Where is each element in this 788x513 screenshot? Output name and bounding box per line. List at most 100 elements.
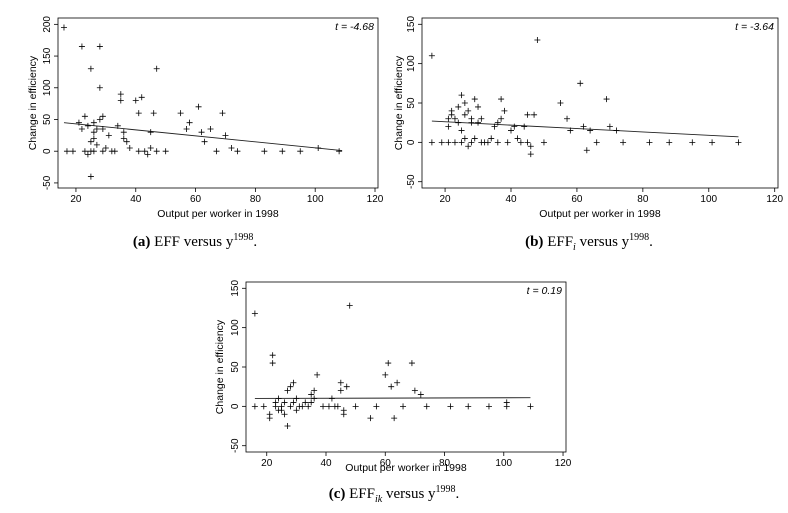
caption-b-label: (b): [525, 234, 544, 250]
chart-b-point: [438, 139, 445, 146]
chart-c-xtick-label: 120: [555, 458, 572, 469]
chart-c-point: [278, 407, 285, 414]
chart-c-point: [281, 411, 288, 418]
chart-a-point: [99, 148, 106, 155]
chart-b-point: [468, 139, 475, 146]
chart-c-point: [269, 360, 276, 367]
chart-b-point: [468, 115, 475, 122]
chart-a-point: [147, 145, 154, 152]
chart-b-xtick-label: 20: [440, 194, 452, 205]
panel-c: 20 40 60 80 100 120 -50 0 50 100 150 Output per wor…: [196, 272, 592, 513]
chart-c-point: [260, 403, 267, 410]
chart-a-point: [132, 97, 139, 104]
chart-b-point: [646, 139, 653, 146]
chart-a-ytick-label: 150: [42, 47, 53, 64]
chart-a-point: [96, 116, 103, 123]
chart-b-xtick-label: 120: [766, 194, 783, 205]
chart-a-point: [63, 148, 70, 155]
chart-c-ytick-label: 50: [230, 361, 241, 373]
chart-c-point: [343, 383, 350, 390]
caption-c: (c) EFFik versus y1998.: [196, 484, 592, 505]
chart-a-point: [222, 132, 229, 139]
chart-b-point: [458, 139, 465, 146]
chart-a-point: [93, 126, 100, 133]
chart-c-ylabel: Change in efficiency: [214, 319, 226, 414]
chart-b-point: [531, 111, 538, 118]
chart-b-ytick-label: 0: [406, 139, 417, 145]
chart-a-xtick-label: 40: [130, 194, 142, 205]
chart-a-point: [84, 122, 91, 129]
chart-b-point: [491, 123, 498, 130]
chart-c-point: [269, 352, 276, 359]
chart-c-point: [346, 302, 353, 309]
chart-a-point: [315, 145, 322, 152]
chart-a-point: [279, 148, 286, 155]
chart-c-point: [308, 399, 315, 406]
chart-c-point: [251, 310, 258, 317]
chart-c-xtick-label: 80: [439, 458, 451, 469]
chart-c-point: [337, 379, 344, 386]
caption-c-label: (c): [328, 486, 346, 502]
chart-b-ytick-label: 150: [406, 16, 417, 33]
chart-b-point: [455, 119, 462, 126]
chart-a-ytick-label: 100: [42, 79, 53, 96]
chart-a-point: [135, 110, 142, 117]
chart-b-point: [475, 103, 482, 110]
chart-b-point: [448, 111, 455, 118]
chart-b-point: [613, 127, 620, 134]
chart-a-xtick-label: 60: [190, 194, 202, 205]
chart-b-point: [445, 115, 452, 122]
chart-b-point: [445, 123, 452, 130]
chart-a-point: [96, 84, 103, 91]
chart-b-xlabel: Output per worker in 1998: [539, 208, 661, 220]
caption-b-main: EFF: [547, 234, 574, 250]
chart-c-point: [251, 403, 258, 410]
chart-b-xtick-label: 60: [571, 194, 583, 205]
chart-b-point: [451, 139, 458, 146]
chart-c-point: [284, 387, 291, 394]
chart-b-point: [498, 96, 505, 103]
chart-b-point: [511, 123, 518, 130]
chart-a-point: [120, 135, 127, 142]
chart-c-point: [290, 399, 297, 406]
chart-c-point: [334, 403, 341, 410]
chart-c-stat-label: t = 0.19: [527, 285, 562, 297]
caption-a-label: (a): [132, 234, 151, 250]
chart-a-point: [87, 173, 94, 180]
chart-a-xtick-label: 100: [307, 194, 324, 205]
chart-a-point: [96, 43, 103, 50]
chart-c-point: [373, 403, 380, 410]
caption-a-sup: 1998: [233, 232, 254, 243]
chart-a-point: [87, 138, 94, 145]
chart-b-point: [577, 80, 584, 87]
chart-a-point: [201, 138, 208, 145]
chart-a-point: [75, 119, 82, 126]
chart-a-point: [111, 148, 118, 155]
caption-b-tail: .: [649, 234, 653, 250]
chart-b-plot-frame: [421, 17, 779, 189]
chart-b-point: [445, 139, 452, 146]
caption-a-tail: .: [253, 234, 258, 250]
chart-a-point: [78, 126, 85, 133]
chart-a-point: [153, 148, 160, 155]
chart-a-point: [198, 129, 205, 136]
chart-a-point: [87, 65, 94, 72]
chart-a-point: [99, 126, 106, 133]
chart-a: 20 40 60 80 100 120 -50 0 50 100 150 200 Output per …: [27, 16, 384, 220]
chart-b-point: [709, 139, 716, 146]
chart-c-point: [293, 395, 300, 402]
chart-c-xlabel: Output per worker in 1998: [345, 462, 467, 474]
chart-a-point: [207, 126, 214, 133]
chart-b-point: [517, 139, 524, 146]
chart-a-point: [90, 148, 97, 155]
chart-a-point: [153, 65, 160, 72]
chart-a-point: [90, 119, 97, 126]
caption-c-sub: ik: [374, 494, 383, 505]
chart-a-point: [120, 129, 127, 136]
panel-b: 20 40 60 80 100 120 -50 0 50 100 150 Output per wor…: [390, 0, 788, 260]
chart-b-point: [557, 100, 564, 106]
caption-c-versus: versus y: [385, 486, 436, 502]
chart-c-point: [287, 383, 294, 390]
caption-a: (a) EFF versus y1998.: [0, 232, 390, 251]
chart-b-point: [521, 123, 528, 130]
